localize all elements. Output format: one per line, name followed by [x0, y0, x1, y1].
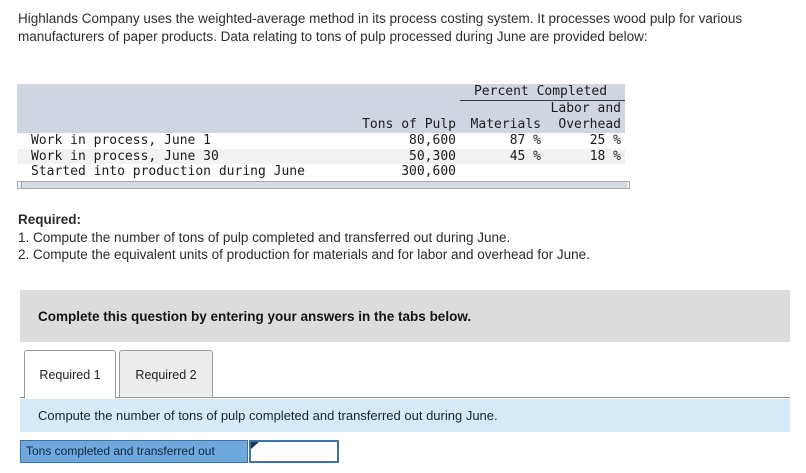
- banner-text: Complete this question by entering your …: [38, 308, 472, 324]
- answer-input-cell: [249, 440, 339, 463]
- table-row: Work in process, June 1 80,600 87 % 25 %: [31, 133, 621, 148]
- tab-required-2[interactable]: Required 2: [119, 350, 213, 398]
- tab-strip: Required 1 Required 2: [20, 350, 790, 399]
- panel-instruction-bar: Compute the number of tons of pulp compl…: [20, 399, 790, 432]
- table-subheader-row: Labor and: [17, 100, 625, 117]
- table-row: Work in process, June 30 50,300 45 % 18 …: [17, 148, 625, 164]
- answer-label: Tons completed and transferred out: [20, 440, 248, 463]
- col-header-materials: Materials: [460, 117, 545, 133]
- pulp-data-exhibit: Percent Completed Labor and Tons of Pulp…: [17, 84, 625, 180]
- intro-text: Highlands Company uses the weighted-aver…: [18, 11, 743, 44]
- table-column-header-row: Tons of Pulp Materials Overhead: [17, 117, 625, 133]
- tons-completed-input[interactable]: [249, 440, 339, 463]
- group-header-percent-completed: Percent Completed: [460, 84, 625, 101]
- answer-row: Tons completed and transferred out: [20, 440, 339, 463]
- col-header-overhead: Overhead: [545, 117, 625, 133]
- required-item-1: 1. Compute the number of tons of pulp co…: [18, 229, 511, 245]
- required-item-2: 2. Compute the equivalent units of produ…: [18, 247, 590, 262]
- col-header-tons: Tons of Pulp: [340, 117, 460, 133]
- scrollbar-thumb[interactable]: [21, 182, 627, 188]
- required-heading: Required:: [18, 212, 82, 227]
- pulp-data-table: Percent Completed Labor and Tons of Pulp…: [17, 84, 625, 180]
- instruction-banner: Complete this question by entering your …: [20, 290, 790, 342]
- table-group-header-row: Percent Completed: [17, 84, 625, 101]
- table-horizontal-scrollbar[interactable]: [17, 181, 630, 189]
- table-row: Started into production during June 300,…: [31, 164, 456, 179]
- panel-instruction-text: Compute the number of tons of pulp compl…: [38, 408, 498, 423]
- required-section: Required: 1. Compute the number of tons …: [18, 211, 796, 264]
- tab-required-1[interactable]: Required 1: [24, 350, 116, 399]
- col-header-labor-and: Labor and: [545, 100, 625, 117]
